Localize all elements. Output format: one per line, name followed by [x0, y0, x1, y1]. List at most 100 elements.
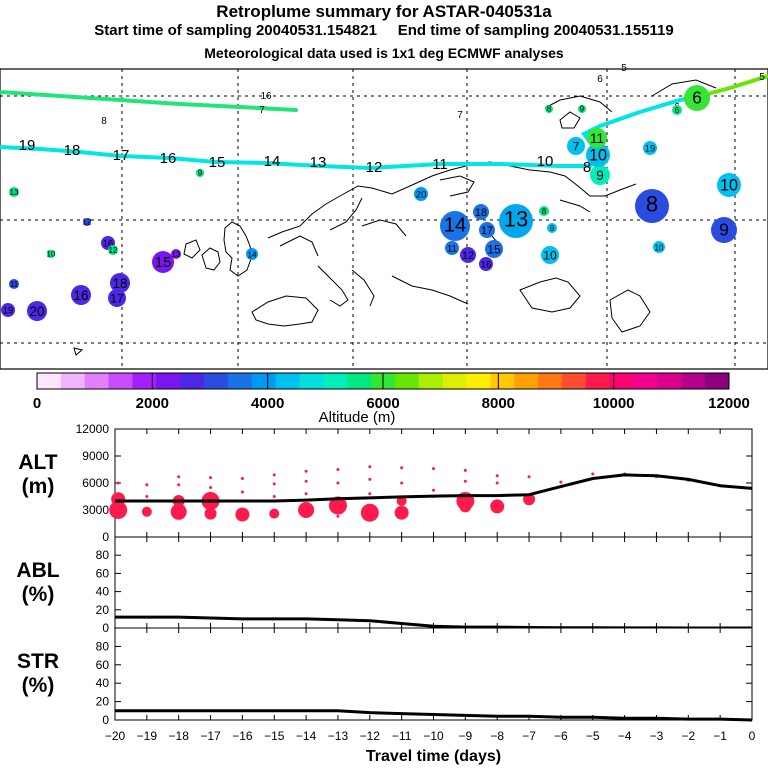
cluster-bubble: [71, 285, 91, 305]
cluster-label: 18: [475, 207, 487, 219]
cluster-bubble: [541, 246, 559, 264]
altitude-cluster-point: [145, 495, 149, 498]
colorbar-cell: [37, 373, 62, 389]
y-tick-label: 9000: [82, 449, 109, 463]
cluster-bubble: [545, 105, 553, 113]
cluster-label: 17: [110, 291, 124, 305]
cluster-label: 16: [481, 260, 492, 271]
cluster-label: 9: [580, 105, 585, 114]
cluster-bubble: [672, 105, 682, 115]
cluster-bubble: [108, 289, 126, 307]
colorbar-cell: [60, 373, 86, 389]
colorbar-cell: [657, 373, 682, 389]
panel-abl: 0 20 40 60 80 ABL(%): [16, 536, 753, 635]
colorbar-cell: [84, 373, 110, 389]
panel-ylabel: STR: [17, 650, 59, 673]
trajectory-day-label: 7: [259, 105, 265, 116]
colorbar-tick-label: 8000: [482, 395, 515, 412]
colorbar-tick-label: 10000: [593, 395, 635, 412]
panel-frame: [114, 536, 753, 629]
altitude-cluster-point: [177, 483, 181, 487]
altitude-cluster-point: [400, 466, 404, 470]
colorbar-cell: [204, 373, 229, 389]
cluster-bubble: [152, 251, 174, 273]
altitude-cluster-point: [400, 481, 404, 485]
altitude-cluster-point: [336, 481, 340, 485]
trajectory-day-label: 19: [19, 137, 36, 154]
colorbar-cell: [442, 373, 468, 389]
x-tick-label: −9: [459, 729, 473, 743]
colorbar-cell: [490, 373, 515, 389]
met-data-note: Meteorological data used is 1x1 deg ECMW…: [204, 45, 564, 61]
cluster-bubble: [445, 241, 459, 255]
altitude-cluster-point: [145, 483, 149, 487]
panel-ylabel: ALT: [18, 451, 57, 474]
x-tick-label: −5: [586, 729, 600, 743]
y-tick-label: 40: [96, 585, 110, 599]
colorbar-cell: [609, 373, 635, 389]
x-tick-label: −7: [522, 729, 536, 743]
altitude-cluster-point: [204, 507, 217, 520]
cluster-bubble: [643, 141, 657, 155]
altitude-cluster-point: [209, 486, 213, 489]
colorbar-tick-label: 0: [33, 395, 41, 412]
panel-frame: [114, 428, 753, 538]
colorbar-cell: [394, 373, 420, 389]
colorbar-cell: [466, 373, 491, 389]
cluster-bubble: [711, 217, 737, 243]
colorbar-tick-label: 4000: [251, 395, 284, 412]
cluster-label: 9: [719, 220, 729, 240]
cluster-label: 10: [543, 248, 557, 262]
retroplume-map: 191817161514131211108167876655 981013141…: [0, 63, 768, 370]
altitude-cluster-point: [328, 496, 347, 515]
trajectory-day-label: 10: [537, 153, 554, 170]
cluster-bubble: [1, 303, 15, 317]
cluster-label: 8: [646, 192, 658, 217]
cluster-label: 7: [573, 139, 580, 153]
cluster-bubble: [590, 165, 610, 185]
cluster-label: 19: [3, 306, 14, 317]
cluster-bubble: [578, 105, 586, 113]
trajectory-day-label: 14: [264, 153, 281, 170]
y-tick-label: 20: [96, 695, 110, 709]
colorbar-cell: [681, 373, 706, 389]
cluster-bubble: [460, 247, 476, 263]
cluster-bubble: [485, 240, 503, 258]
altitude-cluster-point: [368, 465, 372, 469]
y-tick-label: 60: [96, 566, 110, 580]
panel-ylabel: (m): [22, 475, 55, 498]
colorbar-tick-label: 2000: [136, 395, 169, 412]
altitude-cluster-point: [368, 492, 372, 496]
altitude-cluster-point: [368, 477, 372, 481]
colorbar-cell: [132, 373, 157, 389]
x-tick-label: −18: [169, 729, 190, 743]
x-tick-label: −8: [490, 729, 504, 743]
trajectory-day-label: 5: [759, 72, 765, 83]
trajectory-day-label: 6: [597, 74, 603, 85]
map-graticule: [0, 69, 768, 369]
colorbar-cell: [275, 373, 300, 389]
x-axis-label: Travel time (days): [366, 748, 501, 765]
y-tick-label: 0: [102, 621, 109, 635]
cluster-bubble: [567, 137, 585, 155]
cluster-label: 10: [47, 250, 56, 259]
x-tick-label: −4: [618, 729, 632, 743]
cluster-bubble: [196, 169, 204, 177]
colorbar-cell: [108, 373, 133, 389]
cluster-bubble: [653, 241, 665, 253]
panel-ylabel: ABL: [16, 559, 59, 582]
colorbar-cell: [514, 373, 539, 389]
cluster-label: 17: [481, 225, 493, 237]
altitude-cluster-point: [177, 475, 181, 479]
panel-ylabel: (%): [22, 583, 55, 606]
colorbar-cell: [347, 373, 372, 389]
altitude-cluster-point: [170, 503, 187, 520]
altitude-cluster-point: [304, 469, 308, 473]
altitude-cluster-point: [360, 503, 379, 522]
altitude-cluster-point: [490, 499, 505, 514]
altitude-cluster-point: [141, 506, 152, 517]
cluster-bubble: [684, 85, 710, 111]
altitude-cluster-point: [272, 473, 276, 477]
